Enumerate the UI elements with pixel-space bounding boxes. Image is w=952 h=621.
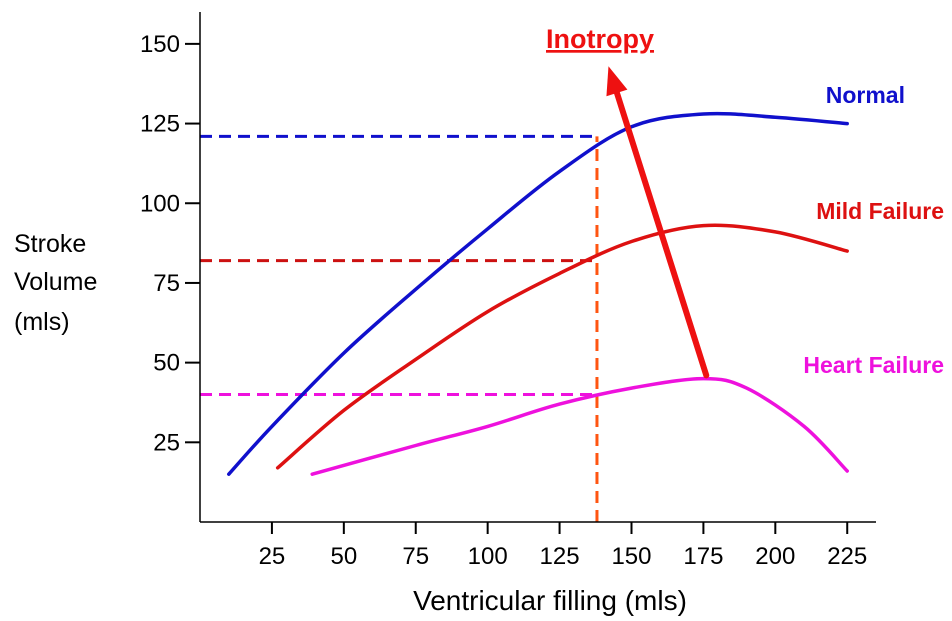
series-line-mild-failure [275,223,849,470]
reference-lines [200,134,599,522]
y-axis-label-line-1: Stroke [14,230,86,258]
x-axis-label: Ventricular filling (mls) [413,585,687,616]
x-tick-label-125: 125 [540,543,580,570]
series-line-normal [227,111,849,476]
y-tick-label-150: 150 [140,31,180,58]
y-tick-label-50: 50 [153,350,180,377]
x-tick-label-100: 100 [468,543,508,570]
x-tick-label-150: 150 [611,543,651,570]
chart-text: Ventricular filling (mls) Stroke Volume … [14,230,687,616]
series-label-mild-failure: Mild Failure [816,198,944,224]
inotropy-label: Inotropy [546,24,654,54]
series-label-normal: Normal [826,82,905,108]
x-tick-label-200: 200 [755,543,795,570]
y-tick-label-25: 25 [153,429,180,456]
inotropy-arrow-head [606,66,628,97]
annotation-layer: Inotropy [546,24,710,379]
series-lines: Normal Mild Failure Heart Failure [227,82,944,476]
y-axis-label-line-2: Volume [14,268,97,296]
series-line-heart-failure [310,376,849,476]
x-tick-label-225: 225 [827,543,867,570]
x-tick-label-75: 75 [402,543,429,570]
y-tick-label-75: 75 [153,270,180,297]
y-axis-label-line-3: (mls) [14,308,70,336]
y-tick-label-100: 100 [140,190,180,217]
y-tick-label-125: 125 [140,111,180,138]
x-tick-label-175: 175 [683,543,723,570]
x-tick-label-50: 50 [330,543,357,570]
series-label-heart-failure: Heart Failure [803,352,944,378]
x-tick-label-25: 25 [259,543,286,570]
axes: 25 50 75 100 125 150 25 50 75 100 125 150 175 200 225 [140,12,876,570]
inotropy-arrow-shaft [613,89,710,379]
